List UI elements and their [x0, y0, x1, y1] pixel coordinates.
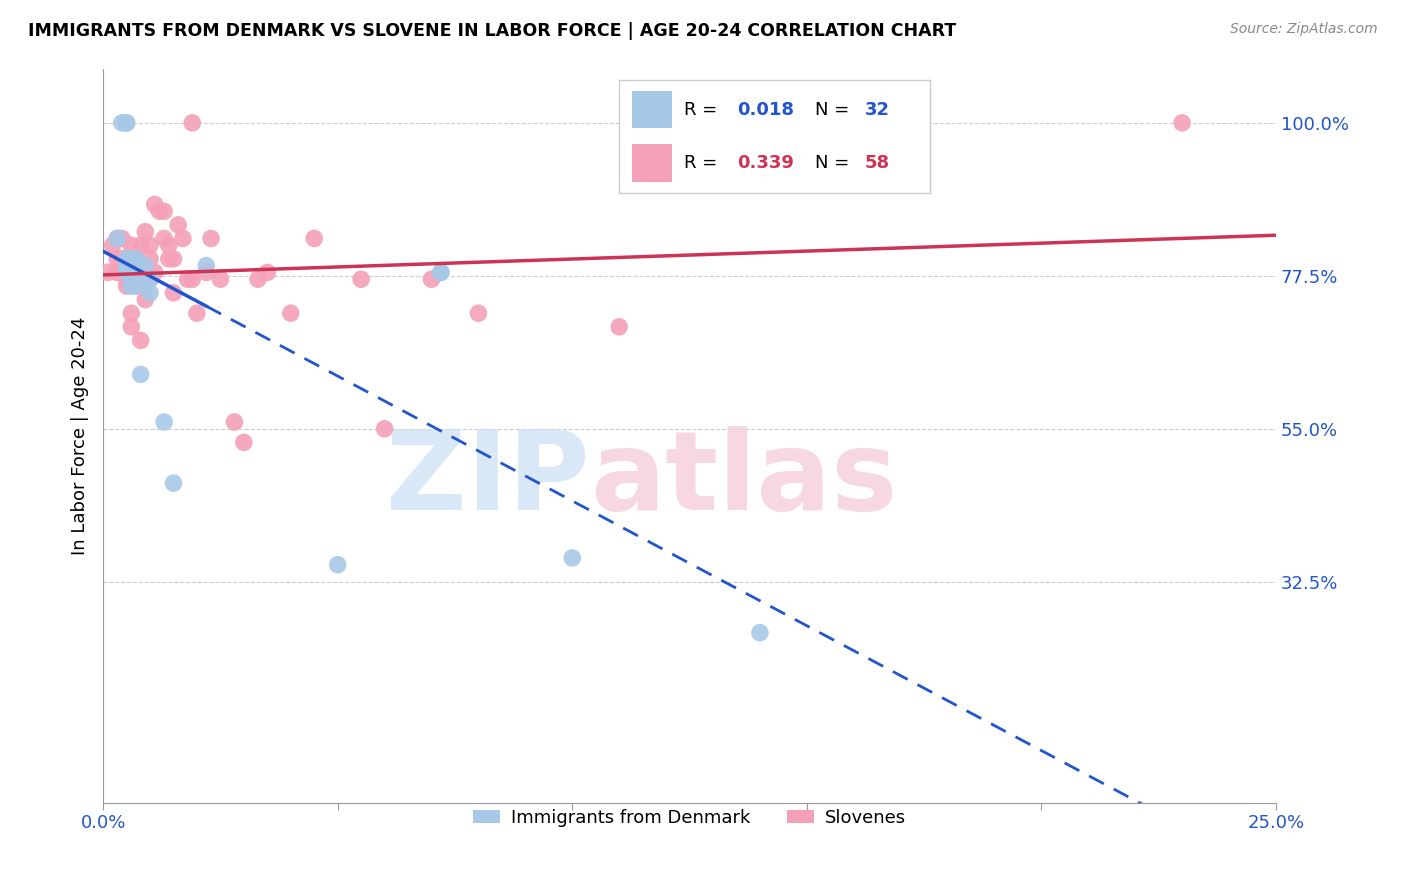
Point [143, 265, 166, 279]
Point [111, 116, 134, 130]
Point [420, 272, 443, 286]
Point [139, 272, 162, 286]
Point [232, 435, 254, 450]
Point [115, 259, 138, 273]
Point [125, 252, 148, 266]
Point [430, 265, 453, 279]
Point [125, 265, 148, 279]
Point [224, 415, 246, 429]
Point [181, 272, 204, 286]
Point [157, 252, 180, 266]
Point [430, 265, 453, 279]
Point [111, 252, 134, 266]
Point [111, 259, 134, 273]
Point [125, 272, 148, 286]
Point [134, 259, 156, 273]
Point [246, 272, 269, 286]
Point [120, 252, 142, 266]
Point [200, 231, 222, 245]
Point [374, 422, 396, 436]
Point [134, 293, 156, 307]
Point [162, 476, 184, 491]
Point [139, 272, 162, 286]
Point [120, 272, 142, 286]
Point [125, 279, 148, 293]
Point [350, 272, 373, 286]
Point [115, 279, 138, 293]
Point [195, 265, 218, 279]
Point [561, 550, 583, 565]
Point [153, 231, 176, 245]
Point [139, 285, 162, 300]
Text: Source: ZipAtlas.com: Source: ZipAtlas.com [1230, 22, 1378, 37]
Text: IMMIGRANTS FROM DENMARK VS SLOVENE IN LABOR FORCE | AGE 20-24 CORRELATION CHART: IMMIGRANTS FROM DENMARK VS SLOVENE IN LA… [28, 22, 956, 40]
Point [256, 265, 278, 279]
Point [326, 558, 349, 572]
Point [105, 231, 128, 245]
Point [172, 231, 194, 245]
Point [607, 319, 630, 334]
Point [120, 279, 142, 293]
Point [129, 238, 152, 252]
Point [162, 285, 184, 300]
Point [1171, 116, 1194, 130]
Point [162, 252, 184, 266]
Point [111, 231, 134, 245]
Point [120, 238, 142, 252]
Point [101, 238, 124, 252]
Point [120, 259, 142, 273]
Point [105, 231, 128, 245]
Point [115, 272, 138, 286]
Text: ZIP: ZIP [387, 426, 591, 533]
Point [125, 265, 148, 279]
Point [97, 265, 120, 279]
Point [105, 252, 128, 266]
Point [115, 116, 138, 130]
Point [115, 265, 138, 279]
Point [148, 204, 170, 219]
Point [105, 265, 128, 279]
Point [115, 252, 138, 266]
Point [125, 279, 148, 293]
Point [153, 204, 176, 219]
Point [134, 272, 156, 286]
Point [120, 306, 142, 320]
Point [139, 252, 162, 266]
Y-axis label: In Labor Force | Age 20-24: In Labor Force | Age 20-24 [72, 317, 89, 555]
Point [153, 415, 176, 429]
Point [134, 279, 156, 293]
Point [120, 265, 142, 279]
Point [120, 272, 142, 286]
Point [157, 238, 180, 252]
Point [195, 259, 218, 273]
Point [129, 334, 152, 348]
Point [129, 368, 152, 382]
Point [129, 265, 152, 279]
Point [209, 272, 232, 286]
Point [125, 259, 148, 273]
Point [139, 238, 162, 252]
Point [186, 306, 208, 320]
Point [748, 625, 770, 640]
Point [181, 116, 204, 130]
Point [176, 272, 198, 286]
Point [120, 319, 142, 334]
Point [143, 197, 166, 211]
Point [120, 265, 142, 279]
Point [115, 252, 138, 266]
Legend: Immigrants from Denmark, Slovenes: Immigrants from Denmark, Slovenes [467, 802, 912, 834]
Point [167, 218, 190, 232]
Point [302, 231, 325, 245]
Text: atlas: atlas [591, 426, 897, 533]
Point [120, 265, 142, 279]
Point [134, 225, 156, 239]
Point [467, 306, 489, 320]
Point [115, 116, 138, 130]
Point [280, 306, 302, 320]
Point [120, 259, 142, 273]
Point [125, 252, 148, 266]
